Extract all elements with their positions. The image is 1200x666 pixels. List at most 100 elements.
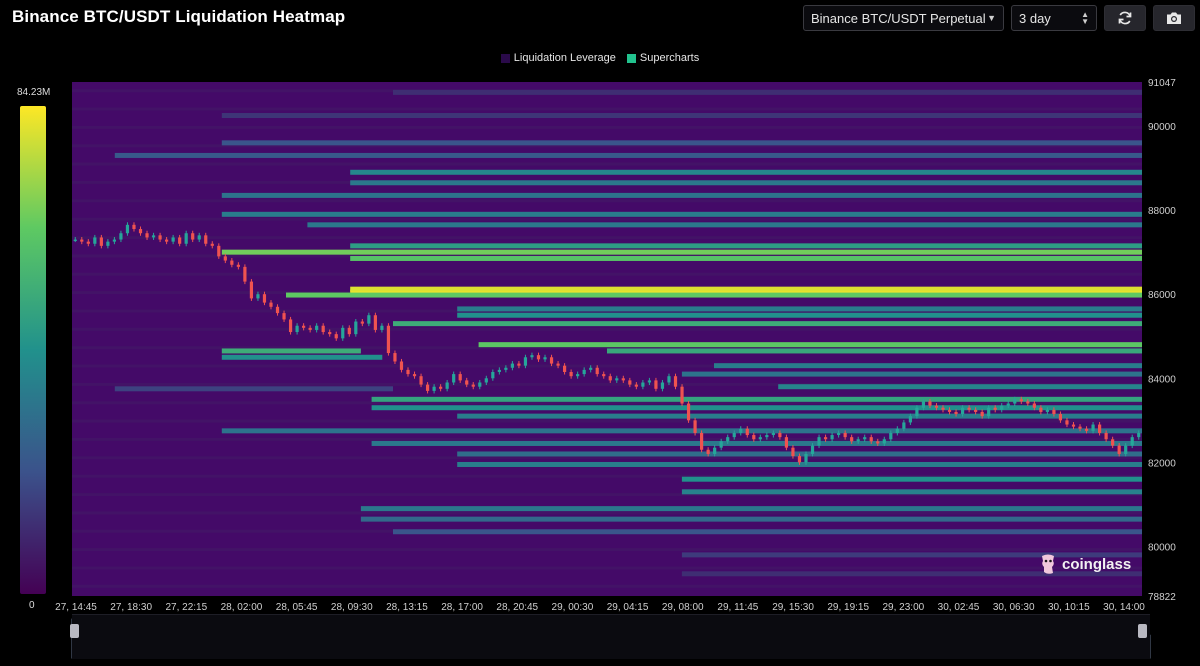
liquidation-band bbox=[350, 255, 1142, 261]
background-stripe bbox=[72, 107, 1142, 111]
candle-body bbox=[1091, 424, 1095, 431]
x-tick-label: 29, 23:00 bbox=[883, 602, 925, 613]
candle-body bbox=[510, 363, 514, 368]
candle-body bbox=[106, 241, 110, 246]
candle-body bbox=[778, 432, 782, 438]
background-stripe bbox=[72, 584, 1142, 588]
y-tick-label: 80000 bbox=[1148, 542, 1176, 553]
legend-item-leverage[interactable]: Liquidation Leverage bbox=[500, 52, 616, 64]
x-tick-label: 27, 22:15 bbox=[165, 602, 207, 613]
candle-body bbox=[132, 224, 136, 230]
candle-body bbox=[504, 367, 508, 370]
candle-body bbox=[171, 237, 175, 242]
candle-body bbox=[863, 437, 867, 440]
candle-body bbox=[1045, 409, 1049, 412]
y-axis-min-label: 78822 bbox=[1148, 592, 1176, 603]
candle-body bbox=[347, 327, 351, 335]
candle-body bbox=[726, 437, 730, 442]
range-select[interactable]: 3 day ▲ ▼ bbox=[1011, 5, 1097, 31]
candle-body bbox=[210, 243, 214, 246]
candle-body bbox=[673, 376, 678, 387]
candle-body bbox=[1039, 407, 1043, 412]
candle-body bbox=[576, 374, 580, 377]
market-select[interactable]: Binance BTC/USDT Perpetual ▼ bbox=[803, 5, 1004, 31]
liquidation-band bbox=[457, 306, 1142, 312]
liquidation-band bbox=[350, 180, 1142, 186]
candle-body bbox=[686, 403, 691, 421]
liquidation-band bbox=[350, 243, 1142, 249]
candle-body bbox=[941, 407, 945, 410]
candle-body bbox=[602, 374, 606, 377]
candle-body bbox=[406, 369, 410, 375]
legend-item-supercharts[interactable]: Supercharts bbox=[626, 52, 699, 64]
candle-body bbox=[269, 302, 273, 307]
liquidation-band bbox=[350, 289, 1142, 295]
candle-body bbox=[1065, 420, 1069, 425]
candle-body bbox=[980, 411, 984, 417]
candle-body bbox=[360, 321, 364, 324]
coinglass-logo bbox=[1042, 554, 1054, 574]
candle-body bbox=[1130, 437, 1134, 446]
range-handle-right[interactable] bbox=[1138, 624, 1147, 638]
background-stripe bbox=[72, 125, 1142, 129]
candle-body bbox=[119, 233, 123, 240]
chevron-down-icon: ▼ bbox=[987, 13, 996, 23]
candle-body bbox=[125, 224, 130, 234]
legend-swatch-leverage bbox=[500, 53, 510, 63]
candle-body bbox=[99, 237, 103, 246]
candle-body bbox=[282, 313, 286, 320]
x-axis: 27, 14:45 27, 18:30 27, 22:15 28, 02:00 28, … bbox=[55, 602, 1145, 613]
candle-body bbox=[373, 315, 377, 330]
candle-body bbox=[960, 407, 965, 415]
candle-body bbox=[517, 363, 521, 366]
candle-body bbox=[197, 235, 201, 240]
liquidation-band bbox=[221, 428, 1143, 434]
liquidation-band bbox=[114, 152, 1142, 158]
range-handle-left[interactable] bbox=[70, 624, 79, 638]
candle-body bbox=[641, 382, 645, 387]
candle-body bbox=[243, 266, 247, 282]
x-tick-label: 30, 10:15 bbox=[1048, 602, 1090, 613]
candle-body bbox=[719, 441, 723, 448]
candle-body bbox=[138, 229, 143, 234]
candle-body bbox=[817, 437, 821, 446]
liquidation-band bbox=[221, 354, 383, 360]
candle-body bbox=[993, 407, 997, 410]
candle-body bbox=[895, 428, 899, 433]
candle-body bbox=[713, 447, 717, 454]
x-tick-label: 29, 11:45 bbox=[717, 602, 758, 613]
x-tick-label: 27, 14:45 bbox=[55, 602, 97, 613]
liquidation-band bbox=[360, 516, 1142, 522]
candle-body bbox=[328, 332, 332, 335]
candle-body bbox=[556, 363, 560, 366]
candle-body bbox=[445, 382, 449, 389]
screenshot-button[interactable] bbox=[1153, 5, 1195, 31]
range-scrollbar[interactable] bbox=[72, 614, 1150, 659]
candle-body bbox=[680, 386, 684, 404]
chart-legend: Liquidation Leverage Supercharts bbox=[0, 52, 1200, 64]
liquidation-band bbox=[114, 386, 394, 392]
candle-body bbox=[1052, 409, 1056, 415]
camera-icon bbox=[1167, 12, 1181, 24]
liquidation-band bbox=[393, 321, 1142, 327]
candle-body bbox=[823, 437, 828, 440]
candle-body bbox=[876, 441, 880, 444]
x-tick-label: 28, 09:30 bbox=[331, 602, 373, 613]
background-stripe bbox=[72, 346, 1142, 350]
candle-body bbox=[797, 456, 802, 463]
candle-body bbox=[582, 369, 586, 375]
liquidation-band bbox=[221, 348, 361, 354]
candle-body bbox=[419, 376, 423, 385]
candle-body bbox=[784, 437, 789, 448]
liquidation-band bbox=[371, 396, 1143, 402]
y-tick-label: 86000 bbox=[1148, 290, 1176, 301]
refresh-button[interactable] bbox=[1104, 5, 1146, 31]
x-tick-label: 28, 05:45 bbox=[276, 602, 318, 613]
candle-body bbox=[145, 233, 149, 238]
candle-body bbox=[615, 378, 619, 381]
candle-body bbox=[1006, 403, 1010, 406]
candle-body bbox=[334, 334, 338, 339]
candle-body bbox=[288, 319, 293, 333]
background-stripe bbox=[72, 474, 1142, 478]
